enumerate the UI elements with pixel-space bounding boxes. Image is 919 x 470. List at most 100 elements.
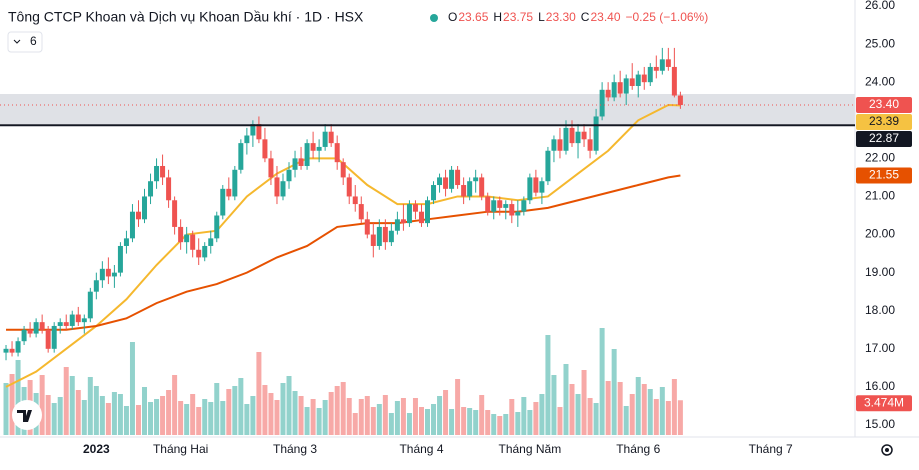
- candle-body: [665, 59, 671, 67]
- volume-bar: [208, 402, 214, 435]
- y-tick-label: 16.00: [865, 379, 895, 393]
- x-tick-label: Tháng 6: [616, 442, 660, 456]
- volume-bar: [226, 389, 232, 435]
- candle-body: [93, 280, 99, 292]
- volume-bar: [87, 377, 93, 435]
- volume-bar: [148, 402, 154, 435]
- volume-bar: [39, 375, 45, 435]
- candle-body: [33, 322, 39, 334]
- price-tag-label: 23.40: [869, 97, 899, 111]
- candle-body: [473, 177, 479, 182]
- settings[interactable]: [881, 444, 893, 456]
- candle-body: [39, 322, 45, 330]
- candle-body: [545, 150, 551, 182]
- y-tick-label: 24.00: [865, 74, 895, 88]
- candle-body: [581, 131, 587, 140]
- volume-bar: [617, 382, 623, 435]
- candle-body: [388, 230, 394, 243]
- volume-bar: [533, 402, 539, 435]
- volume-bar: [334, 386, 340, 435]
- candle-body: [659, 59, 665, 71]
- volume-bar: [539, 394, 545, 435]
- volume-bar: [665, 401, 671, 435]
- volume-bar: [364, 396, 370, 435]
- candle-body: [51, 325, 57, 349]
- volume-bar: [69, 376, 75, 435]
- volume-bar: [292, 391, 298, 435]
- volume-bar: [431, 404, 437, 435]
- volume-bar: [160, 396, 166, 435]
- zone: [0, 94, 855, 124]
- volume-bar: [9, 374, 15, 435]
- candle-body: [310, 143, 316, 151]
- candle-body: [509, 204, 515, 216]
- candle-body: [166, 177, 172, 201]
- candle-body: [69, 314, 75, 326]
- volume-bar: [322, 400, 328, 435]
- chevron: [13, 39, 21, 44]
- candle-body: [340, 162, 346, 178]
- change: −0.25 (−1.06%): [626, 10, 709, 24]
- volume-bar: [551, 375, 557, 435]
- volume-bar: [473, 410, 479, 435]
- candle-body: [190, 234, 196, 250]
- candle-body: [551, 139, 557, 151]
- y-tick-label: 15.00: [865, 417, 895, 431]
- candle-body: [521, 200, 527, 212]
- candle-body: [226, 188, 232, 197]
- candle-body: [599, 89, 605, 117]
- volume-bar: [575, 394, 581, 435]
- ohlc-key: L: [538, 10, 545, 24]
- candle-body: [298, 158, 304, 166]
- candle-body: [27, 329, 33, 334]
- candle-body: [400, 219, 406, 224]
- volume-bar: [99, 396, 105, 435]
- price-tag: [856, 131, 912, 148]
- volume-bar: [220, 401, 226, 435]
- volume-bar: [340, 382, 346, 435]
- volume-bar: [75, 390, 81, 435]
- volume-bar: [611, 349, 617, 435]
- candle-body: [154, 165, 160, 182]
- candle-body: [533, 177, 539, 193]
- volume-bar: [388, 413, 394, 435]
- candle-body: [45, 329, 51, 349]
- candle-body: [569, 127, 575, 144]
- candle-body: [304, 143, 310, 166]
- volume-bar: [135, 405, 141, 435]
- volume-bar: [232, 386, 238, 435]
- candle-body: [406, 204, 412, 224]
- candle-body: [382, 226, 388, 243]
- ohlc-key: C: [581, 10, 590, 24]
- ohlc-value: 23.40: [590, 10, 620, 24]
- volume-bar: [117, 394, 123, 435]
- candle-body: [208, 238, 214, 246]
- candle-body: [352, 196, 358, 205]
- ohlc-value: 23.75: [503, 10, 533, 24]
- candle-body: [256, 124, 262, 140]
- candle-body: [503, 204, 509, 208]
- volume-bar: [184, 404, 190, 435]
- volume-bar: [455, 379, 461, 435]
- candle-body: [467, 181, 473, 197]
- x-tick-label: 2023: [83, 442, 110, 456]
- indicator-toggle[interactable]: [7, 31, 43, 53]
- price-tag: [856, 167, 912, 184]
- candle-body: [232, 169, 238, 197]
- volume-bar: [557, 407, 563, 435]
- x-tick-label: Tháng 7: [749, 442, 793, 456]
- volume-bar: [671, 379, 677, 435]
- y-tick-label: 17.00: [865, 341, 895, 355]
- volume-bar: [437, 396, 443, 435]
- moving-average: [6, 174, 681, 331]
- ohlc-key: O: [448, 10, 457, 24]
- candle-body: [268, 158, 274, 178]
- candle-body: [563, 127, 569, 151]
- volume-bar: [286, 376, 292, 435]
- volume-bar: [376, 404, 382, 435]
- candle-body: [184, 234, 190, 243]
- volume-bar: [111, 392, 117, 435]
- candle-body: [575, 131, 581, 144]
- volume-bar: [15, 360, 21, 435]
- candle-body: [160, 165, 166, 178]
